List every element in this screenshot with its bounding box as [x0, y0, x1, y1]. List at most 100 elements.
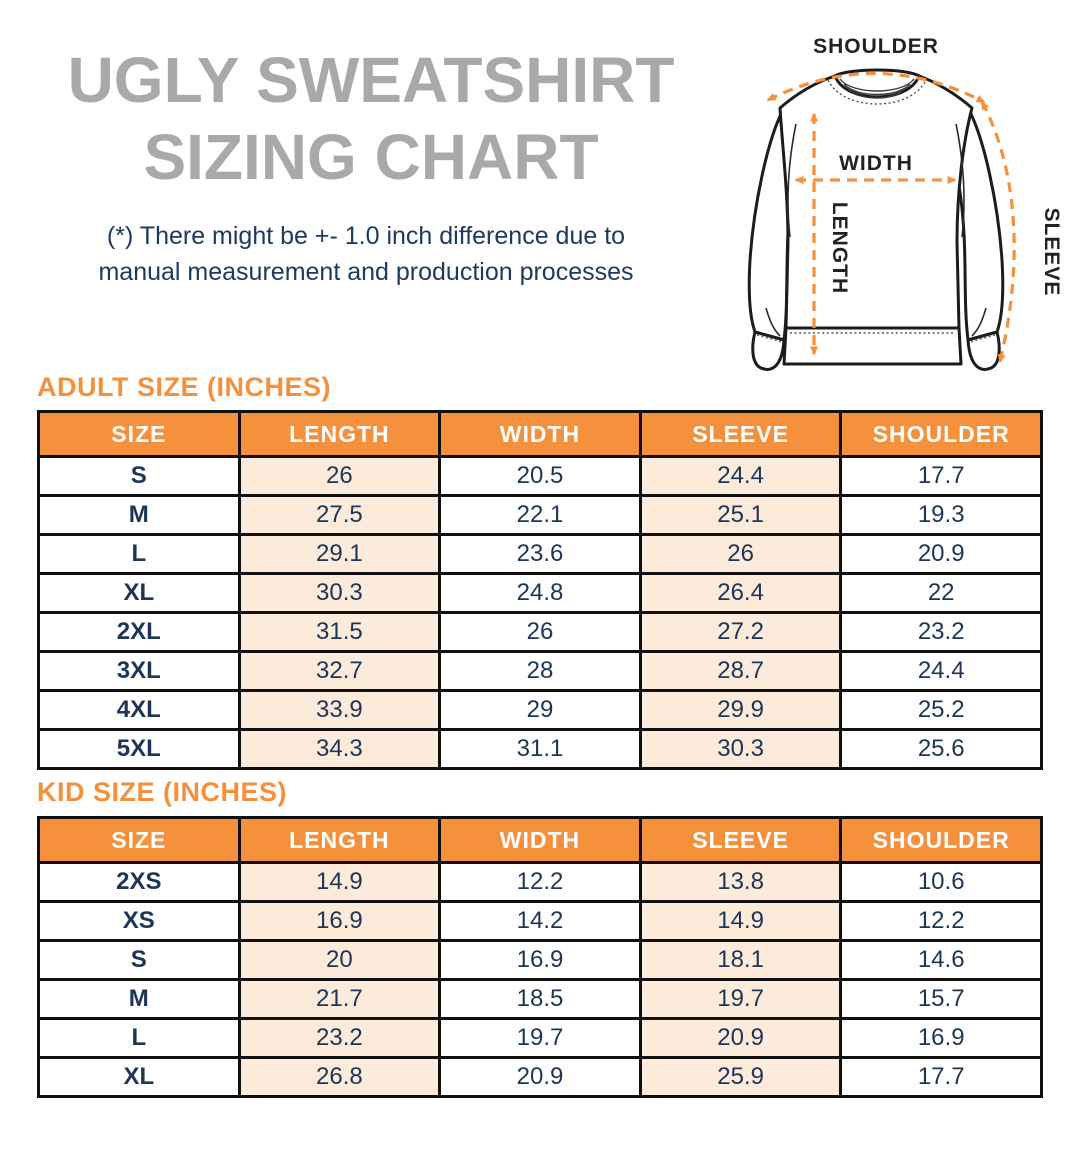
cell-width: 14.2 [438, 900, 642, 942]
table-row: 2XL 31.5 26 27.2 23.2 [37, 611, 1043, 653]
cell-size: 2XS [37, 861, 241, 903]
cell-shoulder: 25.6 [839, 728, 1043, 770]
table-row: L 23.2 19.7 20.9 16.9 [37, 1017, 1043, 1059]
page-title-line2: SIZING CHART [143, 121, 599, 193]
cell-width: 22.1 [438, 494, 642, 536]
cell-width: 18.5 [438, 978, 642, 1020]
cell-sleeve: 28.7 [638, 650, 843, 692]
cell-sleeve: 26 [638, 533, 843, 575]
cell-size: XS [37, 900, 241, 942]
cell-sleeve: 19.7 [638, 978, 843, 1020]
cell-width: 31.1 [438, 728, 642, 770]
sweatshirt-waistband [782, 326, 963, 366]
cell-length: 20 [237, 939, 442, 981]
cell-size: S [37, 939, 241, 981]
cell-length: 29.1 [237, 533, 442, 575]
width-label: WIDTH [839, 152, 913, 175]
cell-size: L [37, 1017, 241, 1059]
cell-sleeve: 20.9 [638, 1017, 843, 1059]
cell-shoulder: 23.2 [839, 611, 1043, 653]
table-row: XS 16.9 14.2 14.9 12.2 [37, 900, 1043, 942]
table-row: S 26 20.5 24.4 17.7 [37, 455, 1043, 497]
cell-length: 26 [237, 455, 442, 497]
cell-size: 5XL [37, 728, 241, 770]
cell-shoulder: 24.4 [839, 650, 1043, 692]
cell-length: 16.9 [237, 900, 442, 942]
cell-shoulder: 15.7 [839, 978, 1043, 1020]
cell-shoulder: 17.7 [839, 1056, 1043, 1098]
shoulder-label: SHOULDER [813, 35, 939, 58]
stitch-lines [756, 79, 996, 343]
sleeve-label: SLEEVE [1040, 208, 1063, 297]
header-row: SIZE LENGTH WIDTH SLEEVE SHOULDER [37, 816, 1043, 864]
cell-length: 31.5 [237, 611, 442, 653]
cell-shoulder: 10.6 [839, 861, 1043, 903]
cell-sleeve: 25.1 [638, 494, 843, 536]
cell-length: 33.9 [237, 689, 442, 731]
cell-width: 24.8 [438, 572, 642, 614]
cell-sleeve: 30.3 [638, 728, 843, 770]
cell-width: 29 [438, 689, 642, 731]
cell-length: 27.5 [237, 494, 442, 536]
cell-width: 28 [438, 650, 642, 692]
cell-size: XL [37, 1056, 241, 1098]
cell-shoulder: 25.2 [839, 689, 1043, 731]
cell-size: 2XL [37, 611, 241, 653]
cell-length: 14.9 [237, 861, 442, 903]
cell-sleeve: 25.9 [638, 1056, 843, 1098]
table-row: XL 30.3 24.8 26.4 22 [37, 572, 1043, 614]
cell-size: 3XL [37, 650, 241, 692]
disclaimer-line1: (*) There might be +- 1.0 inch differenc… [106, 222, 626, 250]
length-label: LENGTH [828, 202, 851, 294]
page-title: UGLY SWEATSHIRT SIZING CHART [0, 42, 742, 196]
table-row: S 20 16.9 18.1 14.6 [37, 939, 1043, 981]
cell-shoulder: 19.3 [839, 494, 1043, 536]
adult-size-table: SIZE LENGTH WIDTH SLEEVE SHOULDER S 26 20.5 24.4… [37, 410, 1043, 770]
column-header-shoulder: SHOULDER [839, 410, 1043, 458]
cell-shoulder: 12.2 [839, 900, 1043, 942]
cell-length: 21.7 [237, 978, 442, 1020]
cell-sleeve: 13.8 [638, 861, 843, 903]
cell-shoulder: 22 [839, 572, 1043, 614]
cell-size: L [37, 533, 241, 575]
cell-sleeve: 24.4 [638, 455, 843, 497]
column-header-width: WIDTH [438, 410, 642, 458]
cell-size: M [37, 494, 241, 536]
table-row: 3XL 32.7 28 28.7 24.4 [37, 650, 1043, 692]
cell-sleeve: 29.9 [638, 689, 843, 731]
cell-sleeve: 14.9 [638, 900, 843, 942]
cell-width: 20.9 [438, 1056, 642, 1098]
kid-size-table: SIZE LENGTH WIDTH SLEEVE SHOULDER 2XS 14.9 12.2… [37, 816, 1043, 1098]
table-row: 2XS 14.9 12.2 13.8 10.6 [37, 861, 1043, 903]
disclaimer-line2: manual measurement and production proces… [98, 258, 634, 286]
cell-length: 30.3 [237, 572, 442, 614]
cell-width: 26 [438, 611, 642, 653]
adult-size-heading: ADULT SIZE (INCHES) [37, 372, 331, 402]
cell-size: S [37, 455, 241, 497]
cell-width: 19.7 [438, 1017, 642, 1059]
column-header-length: LENGTH [237, 816, 442, 864]
cell-length: 23.2 [237, 1017, 442, 1059]
column-header-size: SIZE [37, 410, 241, 458]
page-title-line1: UGLY SWEATSHIRT [67, 44, 675, 116]
column-header-width: WIDTH [438, 816, 642, 864]
kid-size-heading: KID SIZE (INCHES) [37, 777, 288, 807]
sleeve-measure-arrow [980, 100, 1016, 364]
cell-width: 23.6 [438, 533, 642, 575]
cell-size: XL [37, 572, 241, 614]
table-row: M 21.7 18.5 19.7 15.7 [37, 978, 1043, 1020]
column-header-size: SIZE [37, 816, 241, 864]
column-header-sleeve: SLEEVE [638, 410, 843, 458]
column-header-sleeve: SLEEVE [638, 816, 843, 864]
column-header-shoulder: SHOULDER [839, 816, 1043, 864]
cell-length: 34.3 [237, 728, 442, 770]
table-row: L 29.1 23.6 26 20.9 [37, 533, 1043, 575]
column-header-length: LENGTH [237, 410, 442, 458]
table-row: 4XL 33.9 29 29.9 25.2 [37, 689, 1043, 731]
cell-shoulder: 20.9 [839, 533, 1043, 575]
cell-width: 20.5 [438, 455, 642, 497]
table-row: 5XL 34.3 31.1 30.3 25.6 [37, 728, 1043, 770]
cell-shoulder: 16.9 [839, 1017, 1043, 1059]
sweatshirt-diagram: SHOULDER WIDTH LENGTH SLEEVE [747, 35, 1063, 371]
